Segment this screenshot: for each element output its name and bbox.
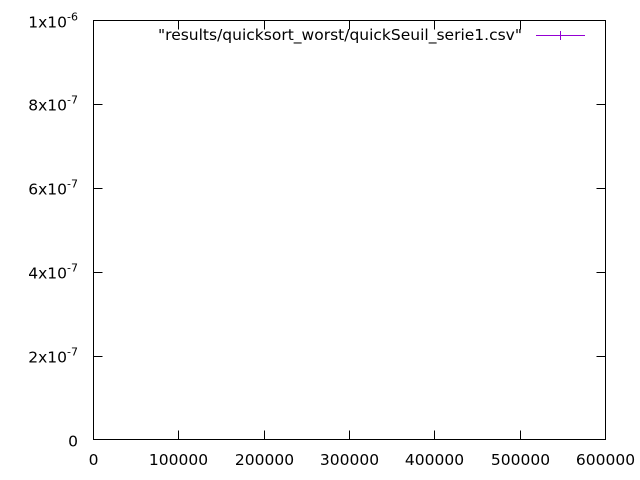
x-tick-label: 600000 bbox=[576, 451, 635, 469]
y-tick-label: 4x10-7 bbox=[28, 262, 78, 283]
x-tick-label: 200000 bbox=[235, 451, 294, 469]
y-tick-mantissa: 2x10 bbox=[28, 349, 67, 367]
x-tick-label: 300000 bbox=[320, 451, 379, 469]
y-tick-label: 6x10-7 bbox=[28, 178, 78, 199]
y-tick-exponent: -6 bbox=[67, 11, 78, 24]
y-tick-label: 1x10-6 bbox=[28, 11, 78, 32]
x-tick-label: 100000 bbox=[149, 451, 208, 469]
y-tick-label: 2x10-7 bbox=[28, 346, 78, 367]
y-tick-label: 0 bbox=[68, 433, 78, 451]
y-tick-mantissa: 0 bbox=[68, 433, 78, 451]
x-tick-label: 400000 bbox=[405, 451, 464, 469]
y-tick-mantissa: 1x10 bbox=[28, 14, 67, 32]
tick-marks bbox=[93, 20, 606, 440]
y-tick-label: 8x10-7 bbox=[28, 94, 78, 115]
y-tick-exponent: -7 bbox=[67, 94, 78, 107]
x-tick-label: 500000 bbox=[491, 451, 550, 469]
y-tick-mantissa: 8x10 bbox=[28, 97, 67, 115]
x-tick-label: 0 bbox=[89, 451, 99, 469]
y-tick-mantissa: 4x10 bbox=[28, 265, 67, 283]
y-tick-mantissa: 6x10 bbox=[28, 181, 67, 199]
y-tick-exponent: -7 bbox=[67, 346, 78, 359]
legend: "results/quicksort_worst/quickSeuil_seri… bbox=[158, 26, 585, 45]
y-tick-exponent: -7 bbox=[67, 178, 78, 191]
plot-frame bbox=[93, 20, 606, 440]
y-tick-exponent: -7 bbox=[67, 262, 78, 275]
x-tick-labels: 0 100000 200000 300000 400000 500000 600000 bbox=[89, 451, 636, 469]
legend-label: "results/quicksort_worst/quickSeuil_seri… bbox=[158, 26, 522, 45]
